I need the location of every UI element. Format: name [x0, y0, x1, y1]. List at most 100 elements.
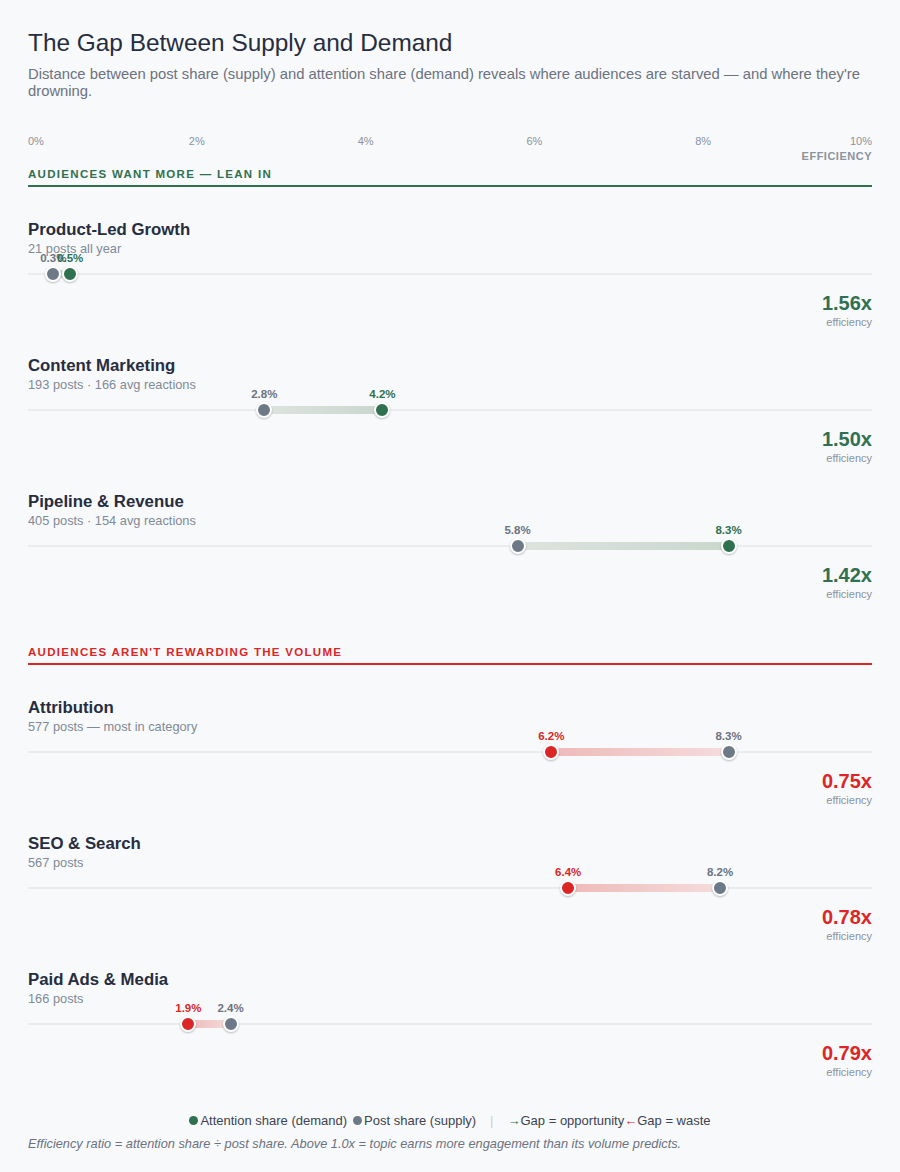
page-subtitle: Distance between post share (supply) and…	[28, 66, 872, 100]
dumbbell-track	[28, 1023, 872, 1025]
axis-tick: 6%	[526, 135, 542, 147]
legend-demand-dot-icon	[189, 1116, 198, 1125]
dumbbell-track	[28, 409, 872, 411]
dumbbell-chart: 8.2%6.4%	[28, 870, 872, 904]
category-meta: 21 posts all year	[28, 241, 872, 256]
legend-opportunity-label: Gap = opportunity	[521, 1113, 625, 1128]
page-title: The Gap Between Supply and Demand	[28, 29, 872, 57]
dumbbell-track	[28, 887, 872, 889]
category-meta: 567 posts	[28, 855, 872, 870]
section-header: AUDIENCES WANT MORE — LEAN IN	[28, 168, 872, 187]
footer-note: Efficiency ratio = attention share ÷ pos…	[28, 1136, 872, 1151]
category-row: Product-Led Growth 21 posts all year0.3%0…	[28, 220, 872, 356]
efficiency: 1.42xefficiency	[28, 564, 872, 600]
supply-dot	[223, 1016, 239, 1032]
gap-connector	[264, 406, 382, 414]
efficiency-value: 1.42x	[28, 564, 872, 587]
efficiency-column-caption: EFFICIENCY	[28, 150, 872, 162]
section-header: AUDIENCES AREN'T REWARDING THE VOLUME	[28, 646, 872, 665]
demand-value-label: 6.2%	[538, 730, 564, 742]
supply-dot	[721, 744, 737, 760]
efficiency: 0.78xefficiency	[28, 906, 872, 942]
section-positive: AUDIENCES WANT MORE — LEAN IN Product-Led…	[28, 168, 872, 628]
dumbbell-track	[28, 545, 872, 547]
dumbbell-track	[28, 273, 872, 275]
legend: Attention share (demand) Post share (supp…	[28, 1112, 872, 1128]
demand-dot	[543, 744, 559, 760]
demand-value-label: 8.3%	[715, 524, 741, 536]
gap-connector	[551, 748, 728, 756]
efficiency-value: 0.79x	[28, 1042, 872, 1065]
efficiency: 0.79xefficiency	[28, 1042, 872, 1078]
waste-arrow-icon: ←	[624, 1113, 637, 1128]
demand-value-label: 6.4%	[555, 866, 581, 878]
category-title: Attribution	[28, 698, 872, 717]
legend-supply-label: Post share (supply)	[364, 1113, 476, 1128]
axis-tick: 8%	[695, 135, 711, 147]
dumbbell-chart: 8.3%6.2%	[28, 734, 872, 768]
demand-value-label: 4.2%	[369, 388, 395, 400]
demand-dot	[721, 538, 737, 554]
category-row: Paid Ads & Media166 posts2.4%1.9%0.79xef…	[28, 970, 872, 1106]
category-title: Content Marketing	[28, 356, 872, 375]
efficiency-value: 0.78x	[28, 906, 872, 929]
efficiency: 0.75xefficiency	[28, 770, 872, 806]
efficiency-value: 0.75x	[28, 770, 872, 793]
category-row: Attribution 577 posts — most in category8…	[28, 698, 872, 834]
efficiency-unit-label: efficiency	[28, 452, 872, 464]
category-meta: 193 posts · 166 avg reactions	[28, 377, 872, 392]
legend-supply-dot-icon	[353, 1116, 362, 1125]
dumbbell-chart: 2.8%4.2%	[28, 392, 872, 426]
supply-dot	[510, 538, 526, 554]
category-title: Product-Led Growth	[28, 220, 872, 239]
category-row: SEO & Search567 posts8.2%6.4%0.78xeffici…	[28, 834, 872, 970]
category-meta: 577 posts — most in category	[28, 719, 872, 734]
supply-value-label: 2.4%	[217, 1002, 243, 1014]
efficiency-unit-label: efficiency	[28, 1066, 872, 1078]
category-row: Content Marketing 193 posts · 166 avg rea…	[28, 356, 872, 492]
dumbbell-chart: 2.4%1.9%	[28, 1006, 872, 1040]
demand-dot	[180, 1016, 196, 1032]
category-title: Pipeline & Revenue	[28, 492, 872, 511]
dumbbell-chart: 5.8%8.3%	[28, 528, 872, 562]
demand-dot	[374, 402, 390, 418]
supply-value-label: 5.8%	[504, 524, 530, 536]
gap-connector	[568, 884, 720, 892]
dumbbell-track	[28, 751, 872, 753]
gap-connector	[518, 542, 729, 550]
supply-dot	[256, 402, 272, 418]
legend-demand-label: Attention share (demand)	[200, 1113, 347, 1128]
supply-value-label: 8.3%	[715, 730, 741, 742]
axis-tick: 10%	[850, 135, 872, 147]
efficiency-unit-label: efficiency	[28, 588, 872, 600]
efficiency-unit-label: efficiency	[28, 930, 872, 942]
category-meta: 405 posts · 154 avg reactions	[28, 513, 872, 528]
section-rows: Product-Led Growth 21 posts all year0.3%0…	[28, 220, 872, 628]
efficiency-value: 1.50x	[28, 428, 872, 451]
efficiency-unit-label: efficiency	[28, 794, 872, 806]
category-title: Paid Ads & Media	[28, 970, 872, 989]
legend-waste-label: Gap = waste	[637, 1113, 710, 1128]
supply-dot	[712, 880, 728, 896]
supply-value-label: 2.8%	[251, 388, 277, 400]
efficiency-unit-label: efficiency	[28, 316, 872, 328]
efficiency: 1.56xefficiency	[28, 292, 872, 328]
demand-dot	[560, 880, 576, 896]
axis-tick: 0%	[28, 135, 44, 147]
demand-value-label: 0.5%	[57, 252, 83, 264]
demand-dot	[62, 266, 78, 282]
supply-dot	[45, 266, 61, 282]
dumbbell-chart: 0.3%0.5%	[28, 256, 872, 290]
supply-value-label: 8.2%	[707, 866, 733, 878]
legend-separator: |	[490, 1113, 493, 1128]
x-axis: 0%2%4%6%8%10%	[28, 135, 872, 149]
category-title: SEO & Search	[28, 834, 872, 853]
efficiency-value: 1.56x	[28, 292, 872, 315]
demand-value-label: 1.9%	[175, 1002, 201, 1014]
category-row: Pipeline & Revenue 405 posts · 154 avg re…	[28, 492, 872, 628]
section-negative: AUDIENCES AREN'T REWARDING THE VOLUME Att…	[28, 646, 872, 1106]
opportunity-arrow-icon: →	[508, 1113, 521, 1128]
efficiency: 1.50xefficiency	[28, 428, 872, 464]
axis-tick: 4%	[358, 135, 374, 147]
section-rows: Attribution577 posts — most in category8…	[28, 698, 872, 1106]
